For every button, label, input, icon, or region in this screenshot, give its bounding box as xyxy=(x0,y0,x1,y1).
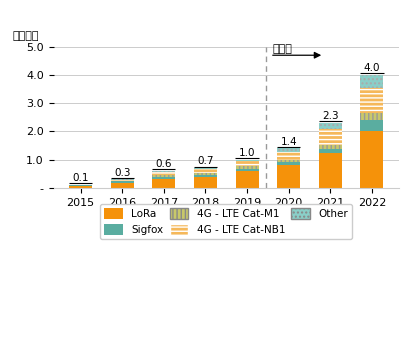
Text: 0.7: 0.7 xyxy=(197,156,213,166)
Bar xyxy=(318,149,341,153)
Text: 1.4: 1.4 xyxy=(280,137,296,147)
Bar xyxy=(152,176,175,179)
Bar xyxy=(360,88,382,113)
Bar xyxy=(152,175,175,176)
Bar xyxy=(360,131,382,188)
Bar xyxy=(277,148,299,152)
Text: 0.6: 0.6 xyxy=(155,159,172,169)
Bar xyxy=(360,75,382,88)
Bar xyxy=(152,172,175,175)
Bar xyxy=(277,163,299,165)
Bar xyxy=(235,161,258,166)
Bar xyxy=(110,180,133,181)
Bar xyxy=(277,152,299,160)
Text: 予測値: 予測値 xyxy=(271,44,291,54)
Text: 1.0: 1.0 xyxy=(238,148,255,158)
Bar xyxy=(235,171,258,188)
Bar xyxy=(152,179,175,188)
Bar xyxy=(194,168,216,169)
Text: 4.0: 4.0 xyxy=(363,63,379,73)
Text: 0.1: 0.1 xyxy=(72,173,89,183)
Bar xyxy=(194,173,216,175)
Text: （億台）: （億台） xyxy=(12,31,38,41)
Bar xyxy=(235,166,258,169)
Bar xyxy=(360,113,382,120)
Text: 0.3: 0.3 xyxy=(114,168,130,178)
Bar xyxy=(360,120,382,131)
Bar xyxy=(318,123,341,129)
Bar xyxy=(194,176,216,188)
Text: 2.3: 2.3 xyxy=(321,111,338,121)
Bar xyxy=(318,129,341,145)
Bar xyxy=(318,153,341,188)
Bar xyxy=(235,160,258,161)
Bar xyxy=(194,169,216,173)
Bar xyxy=(277,165,299,188)
Bar xyxy=(277,160,299,163)
Bar xyxy=(110,183,133,188)
Bar xyxy=(69,185,92,188)
Bar xyxy=(152,171,175,172)
Bar xyxy=(194,175,216,176)
Bar xyxy=(110,182,133,183)
Bar xyxy=(235,169,258,171)
Legend: LoRa, Sigfox, 4G - LTE Cat-M1, 4G - LTE Cat-NB1, Other: LoRa, Sigfox, 4G - LTE Cat-M1, 4G - LTE … xyxy=(100,204,351,239)
Bar xyxy=(318,145,341,149)
